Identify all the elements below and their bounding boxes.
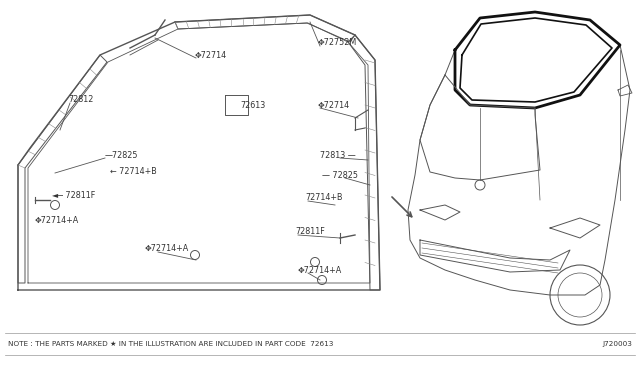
- Text: 72714+B: 72714+B: [305, 193, 342, 202]
- Text: ✥72714: ✥72714: [318, 100, 350, 109]
- Text: ✥72714+A: ✥72714+A: [145, 244, 189, 253]
- Text: 72812: 72812: [68, 96, 93, 105]
- Text: 72613: 72613: [240, 100, 265, 109]
- Text: ✥72714: ✥72714: [195, 51, 227, 60]
- Text: ✥72752M: ✥72752M: [318, 38, 357, 46]
- Text: NOTE : THE PARTS MARKED ★ IN THE ILLUSTRATION ARE INCLUDED IN PART CODE  72613: NOTE : THE PARTS MARKED ★ IN THE ILLUSTR…: [8, 341, 333, 347]
- Text: J720003: J720003: [602, 341, 632, 347]
- Text: — 72825: — 72825: [322, 170, 358, 180]
- Text: 72813 —: 72813 —: [320, 151, 356, 160]
- Text: 72811F: 72811F: [295, 228, 324, 237]
- Text: ✥72714+A: ✥72714+A: [35, 215, 79, 224]
- Text: —72825: —72825: [105, 151, 138, 160]
- Text: ✥72714+A: ✥72714+A: [298, 266, 342, 275]
- Text: ◄─ 72811F: ◄─ 72811F: [52, 192, 95, 201]
- Text: ← 72714+B: ← 72714+B: [110, 167, 157, 176]
